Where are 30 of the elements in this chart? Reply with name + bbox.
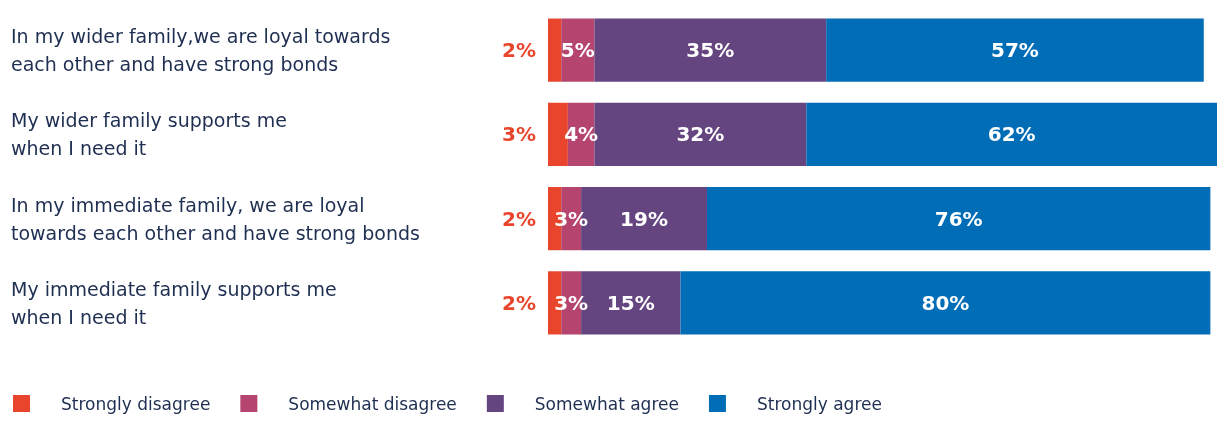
data-label: 57% <box>991 38 1039 63</box>
data-label: 2% <box>502 290 536 315</box>
data-label: 62% <box>987 122 1036 147</box>
bar <box>594 18 827 82</box>
legend-label: Strongly disagree <box>61 393 211 414</box>
legend-label: Strongly agree <box>756 393 882 414</box>
legend-label: Somewhat disagree <box>288 393 457 414</box>
bar <box>806 102 1217 166</box>
data-label: 3% <box>502 122 536 147</box>
y-tick-label: In my wider family,we are loyal towards each other and have strong bonds <box>11 25 391 76</box>
data-label: 15% <box>606 290 655 315</box>
bar <box>706 187 1211 251</box>
data-label: 76% <box>934 206 983 231</box>
y-tick-label: My immediate family supports me when I need it <box>11 277 337 328</box>
data-label: 2% <box>502 38 536 63</box>
bar <box>680 271 1211 335</box>
data-label: 4% <box>564 122 599 147</box>
legend-label: Somewhat agree <box>534 393 679 414</box>
data-label: 35% <box>686 38 735 63</box>
data-label: 3% <box>554 206 589 231</box>
data-label: 3% <box>554 290 589 315</box>
data-label: 19% <box>620 206 668 231</box>
bar <box>826 18 1204 82</box>
data-label: 5% <box>560 38 595 63</box>
y-tick-label: My wider family supports me when I need it <box>11 109 287 160</box>
data-label: 2% <box>502 206 536 231</box>
bar <box>548 18 562 82</box>
data-label: 80% <box>921 290 970 315</box>
y-tick-label: In my immediate family, we are loyal towards each other and have strong bonds <box>11 193 420 244</box>
data-label: 32% <box>676 122 725 147</box>
